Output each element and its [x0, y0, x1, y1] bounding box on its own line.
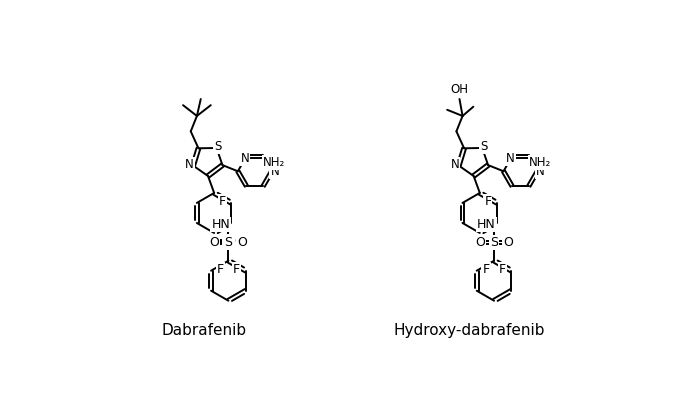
Text: NH₂: NH₂	[263, 156, 285, 169]
Text: N: N	[451, 158, 459, 171]
Text: OH: OH	[450, 83, 468, 96]
Text: F: F	[219, 195, 226, 208]
Text: O: O	[210, 236, 219, 249]
Text: S: S	[480, 140, 487, 153]
Text: S: S	[490, 236, 498, 249]
Text: HN: HN	[477, 218, 495, 231]
Text: N: N	[506, 152, 515, 165]
Text: O: O	[210, 235, 219, 248]
Text: F: F	[499, 263, 506, 276]
Text: F: F	[217, 263, 224, 276]
Text: S: S	[215, 140, 222, 153]
Text: N: N	[536, 165, 545, 178]
Text: O: O	[503, 236, 513, 249]
Text: NH₂: NH₂	[529, 156, 551, 169]
Text: N: N	[271, 165, 279, 178]
Text: HN: HN	[211, 218, 230, 231]
Text: Dabrafenib: Dabrafenib	[161, 323, 246, 338]
Text: F: F	[485, 195, 491, 208]
Text: N: N	[240, 152, 249, 165]
Text: F: F	[483, 263, 489, 276]
Text: N: N	[185, 158, 194, 171]
Text: O: O	[234, 235, 244, 248]
Text: S: S	[224, 236, 232, 249]
Text: F: F	[233, 263, 240, 276]
Text: O: O	[475, 236, 485, 249]
Text: S: S	[223, 235, 231, 248]
Text: O: O	[238, 236, 247, 249]
Text: Hydroxy-dabrafenib: Hydroxy-dabrafenib	[394, 323, 545, 338]
